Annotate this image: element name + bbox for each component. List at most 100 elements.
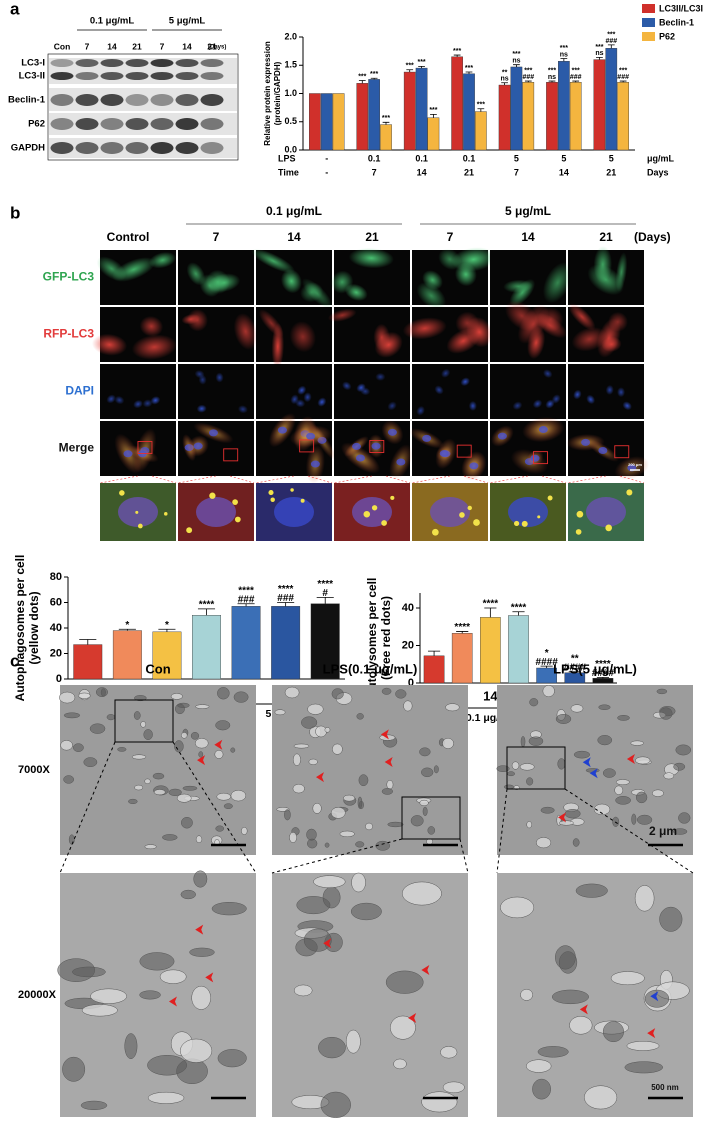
inset-box (506, 746, 566, 790)
blot-band (75, 72, 99, 80)
organelle (537, 1046, 569, 1058)
cell (593, 245, 612, 284)
organelle (162, 834, 178, 841)
nucleus (422, 434, 432, 442)
significance: *** (465, 65, 473, 72)
puncta (234, 516, 241, 523)
lane-label: 14 (107, 41, 117, 51)
nucleus (193, 442, 203, 450)
arrow (384, 757, 393, 768)
organelle (147, 1054, 188, 1076)
puncta (209, 492, 216, 499)
organelle (511, 761, 520, 770)
significance: *** (619, 68, 627, 75)
organelle (631, 813, 637, 825)
cell (344, 283, 368, 301)
significance: ns (595, 50, 603, 57)
significance: *** (512, 51, 520, 58)
significance: * (545, 648, 549, 659)
blot-band (200, 118, 224, 130)
zoom-nucleus (508, 497, 548, 527)
bar (475, 111, 487, 151)
organelle (315, 725, 327, 738)
zoom-guide (333, 475, 411, 484)
organelle (143, 729, 153, 740)
organelle (59, 691, 76, 704)
puncta (371, 505, 378, 511)
organelle (331, 688, 344, 700)
cell (114, 395, 125, 405)
organelle (602, 1021, 624, 1043)
organelle (63, 775, 75, 784)
organelle (572, 838, 580, 847)
row-label: Time (278, 167, 299, 177)
organelle (390, 1015, 416, 1040)
cell (597, 318, 621, 358)
scale-label: 2 μm (649, 824, 677, 838)
puncta (363, 510, 371, 518)
y-axis-label-line: (yellow dots) (27, 591, 41, 664)
significance: **** (278, 584, 294, 595)
cell (551, 394, 561, 404)
organelle (395, 689, 407, 699)
cell (454, 262, 477, 287)
organelle (307, 838, 318, 849)
organelle (630, 740, 644, 746)
organelle (525, 1059, 552, 1073)
cell (460, 377, 470, 387)
organelle (180, 889, 196, 900)
column-unit: (Days) (634, 230, 671, 244)
significance: #### (564, 662, 587, 673)
organelle (442, 737, 454, 749)
nucleus (439, 450, 449, 458)
organelle (62, 1056, 86, 1082)
blot-band (100, 94, 124, 106)
legend-swatch (642, 4, 655, 13)
significance: *** (453, 48, 461, 55)
row-value: 0.1 (463, 153, 476, 163)
organelle (170, 693, 183, 700)
bar (271, 606, 301, 680)
error-bar (465, 71, 473, 74)
zoom-box (456, 444, 472, 458)
legend-label: LC3II/LC3I (659, 3, 703, 13)
cell (303, 392, 312, 403)
organelle (318, 1036, 346, 1059)
error-bar (237, 603, 255, 607)
arrow (408, 1013, 417, 1024)
blot-band (100, 142, 124, 154)
organelle (636, 814, 653, 825)
row-label: Merge (59, 441, 95, 455)
nucleus (310, 460, 320, 468)
blot-band (175, 72, 199, 80)
significance: *** (560, 45, 568, 52)
arrow (214, 739, 223, 750)
scale-label: 500 nm (651, 1083, 679, 1092)
organelle (191, 985, 211, 1010)
error-bar (596, 56, 603, 60)
significance: *** (548, 68, 556, 75)
organelle (350, 902, 382, 921)
panel-label: a (10, 0, 20, 18)
significance: *** (417, 59, 425, 66)
bar (192, 615, 221, 680)
legend-swatch (642, 18, 655, 27)
cell (455, 311, 480, 335)
organelle (381, 687, 392, 695)
bar (593, 59, 606, 151)
significance: *** (358, 73, 366, 80)
error-bar (418, 65, 425, 69)
y-axis-label: Autolysomes per cell(Free red dots) (365, 578, 393, 699)
y-tick-label: 0.5 (284, 116, 297, 126)
lane-label: 7 (160, 41, 165, 51)
error-bar (79, 639, 97, 645)
error-bar (568, 671, 581, 673)
bar (451, 56, 463, 151)
organelle (211, 902, 247, 916)
bar (415, 67, 428, 151)
significance: ns (500, 76, 508, 83)
row-unit: μg/mL (647, 153, 675, 163)
column-label: 14 (521, 230, 535, 244)
zoom-nucleus (274, 497, 314, 527)
organelle (195, 704, 210, 709)
